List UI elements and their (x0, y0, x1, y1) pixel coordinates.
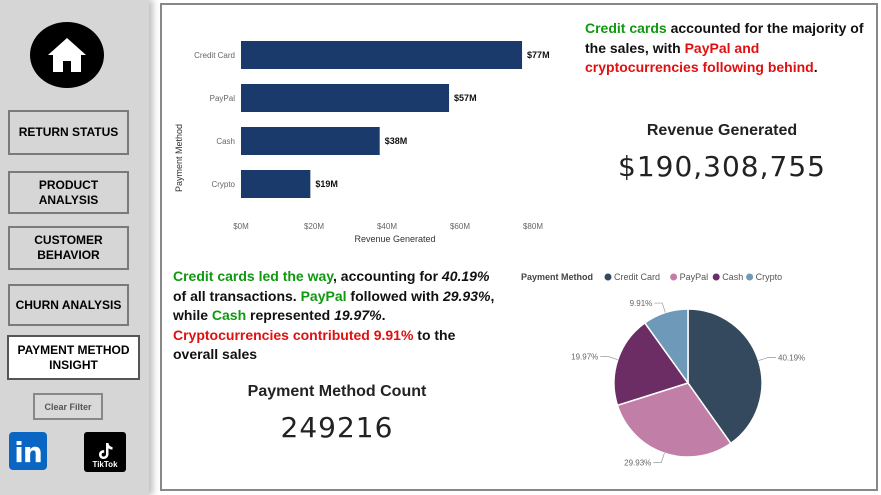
pie-leader-line (654, 302, 666, 313)
tiktok-label: TikTok (92, 460, 118, 469)
tiktok-icon[interactable]: TikTok (84, 432, 126, 472)
insight-bottom-part1: Credit cards led the way (173, 268, 334, 284)
bar-data-label: $38M (385, 136, 408, 146)
bar-x-tick-label: $20M (304, 222, 324, 231)
pie-legend-marker (670, 273, 678, 281)
revenue-kpi-value: $190,308,755 (618, 150, 826, 183)
bar-category-label: Credit Card (194, 51, 235, 60)
linkedin-icon[interactable]: in (9, 432, 47, 470)
pie-legend-label: Credit Card (614, 272, 660, 282)
pie-legend-label: Cash (722, 272, 743, 282)
insight-bottom-part5: PayPal (300, 287, 347, 304)
nav-customer-behavior[interactable]: CUSTOMER BEHAVIOR (8, 226, 129, 270)
insight-top-part2: accounted for the majority of the sales,… (585, 20, 864, 56)
bar-category-label: Cash (216, 137, 235, 146)
pie-legend-title: Payment Method (521, 272, 593, 282)
bar-x-tick-label: $60M (450, 222, 470, 231)
bar-category-label: PayPal (210, 94, 236, 103)
bar-category-label: Crypto (211, 180, 235, 189)
pie-slice (687, 308, 763, 445)
insight-bottom-part2: , accounting for (333, 268, 442, 284)
insight-bottom-part4: of all transactions. (173, 287, 301, 304)
pie-legend-marker (712, 273, 720, 281)
insight-top-part1: Credit cards (585, 20, 667, 36)
insight-top: Credit cards accounted for the majority … (585, 19, 865, 78)
pie-data-label: 9.91% (630, 299, 653, 308)
insight-bottom: Credit cards led the way, accounting for… (173, 267, 503, 365)
pie-data-label: 40.19% (778, 354, 805, 363)
home-button[interactable] (30, 22, 104, 88)
bar-x-tick-label: $40M (377, 222, 397, 231)
bar-chart-xlabel: Revenue Generated (354, 234, 435, 244)
bar (241, 84, 450, 112)
nav-product-analysis[interactable]: PRODUCT ANALYSIS (8, 171, 129, 214)
nav-payment-method-insight[interactable]: PAYMENT METHOD INSIGHT (7, 335, 140, 380)
pie-data-label: 19.97% (571, 353, 598, 362)
pie-legend-marker (746, 273, 754, 281)
insight-bottom-part13: Cryptocurrencies contributed 9.91% (173, 326, 414, 343)
pie-data-label: 29.93% (624, 459, 651, 468)
pie-slice (613, 321, 690, 407)
count-kpi-value: 249216 (280, 411, 394, 444)
count-kpi-title: Payment Method Count (247, 383, 427, 400)
insight-bottom-part8: , while (173, 287, 495, 324)
bar-chart-ylabel: Payment Method (174, 124, 184, 192)
tiktok-note-icon (99, 443, 113, 459)
bar (241, 41, 523, 69)
bar-data-label: $57M (454, 93, 477, 103)
payment-method-pie-chart: Payment Method Credit Card PayPal Cash Cryp… (521, 272, 805, 468)
bar-data-label: $77M (527, 50, 550, 60)
insight-bottom-part6: followed with (346, 287, 443, 304)
pie-leader-line (600, 356, 618, 361)
nav-churn-analysis[interactable]: CHURN ANALYSIS (8, 284, 129, 326)
pie-leader-line (758, 357, 777, 361)
insight-top-part3: PayPal and cryptocurrencies following be… (585, 39, 814, 76)
sidebar: RETURN STATUS PRODUCT ANALYSIS CUSTOMER … (0, 0, 149, 495)
bar-x-tick-label: $0M (233, 222, 249, 231)
bar-x-tick-label: $80M (523, 222, 543, 231)
pie-legend-label: PayPal (680, 272, 709, 282)
insight-bottom-part3: 40.19% (441, 268, 490, 284)
pie-legend-marker (604, 273, 612, 281)
insight-top-part4: . (813, 59, 818, 75)
pie-legend-label: Crypto (756, 272, 783, 282)
pie-leader-line (653, 453, 665, 463)
insight-bottom-part10: represented (246, 307, 335, 323)
insight-bottom-part11: 19.97% (334, 307, 382, 323)
bar (241, 127, 380, 155)
main-panel: Payment Method Revenue Generated Credit … (160, 3, 878, 491)
pie-slice (643, 308, 689, 386)
bar (241, 170, 311, 198)
insight-bottom-part14: to the overall sales (173, 326, 456, 363)
bar-data-label: $19M (315, 179, 338, 189)
linkedin-label: in (14, 436, 43, 469)
insight-bottom-part9: Cash (211, 307, 247, 323)
nav-return-status[interactable]: RETURN STATUS (8, 110, 129, 155)
home-icon (48, 38, 86, 72)
insight-bottom-part7: 29.93% (442, 287, 491, 304)
revenue-by-payment-bar-chart: Payment Method Revenue Generated Credit … (174, 41, 550, 244)
clear-filter-button[interactable]: Clear Filter (33, 393, 103, 420)
revenue-kpi-title: Revenue Generated (646, 122, 798, 139)
insight-bottom-part12: . (381, 307, 386, 323)
